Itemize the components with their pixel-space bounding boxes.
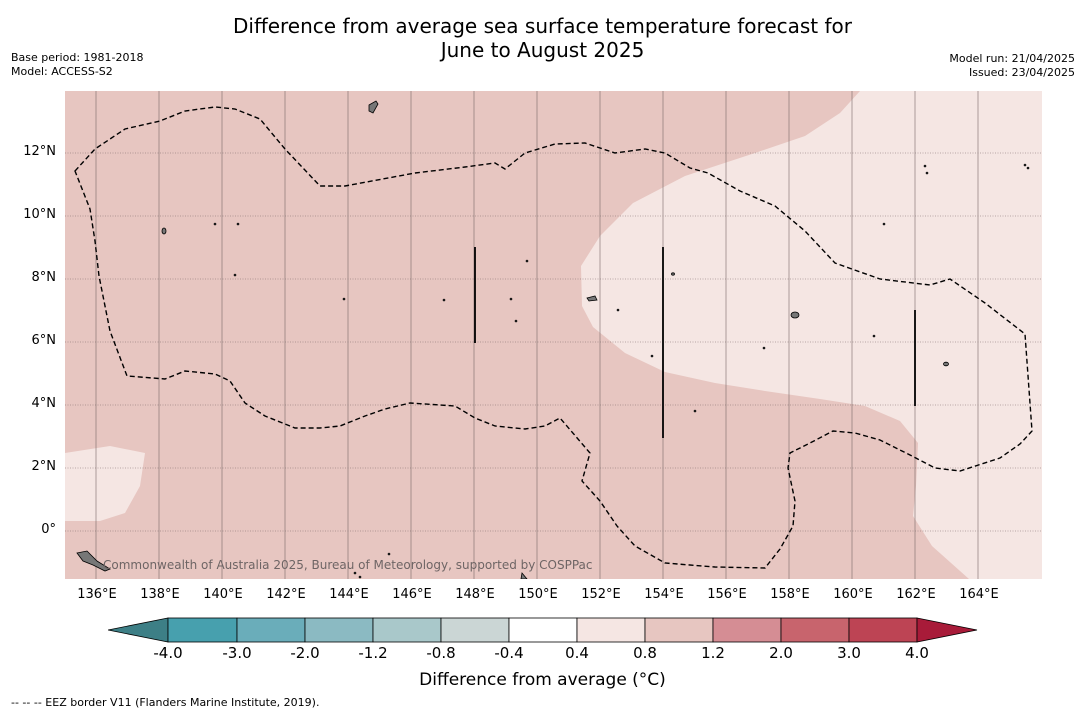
lat-label: 12°N — [23, 144, 56, 159]
colorbar-tick: -1.2 — [358, 644, 388, 662]
model-run: Model run: 21/04/2025 — [949, 52, 1075, 65]
lon-label: 154°E — [644, 587, 684, 602]
colorbar-tick: -0.4 — [494, 644, 524, 662]
title-line-2: June to August 2025 — [440, 38, 645, 62]
lon-label: 144°E — [329, 587, 369, 602]
lon-label: 162°E — [896, 587, 936, 602]
colorbar-tick: -0.8 — [426, 644, 456, 662]
title-line-1: Difference from average sea surface temp… — [232, 14, 852, 38]
longitude-gridlines — [95, 91, 979, 579]
base-info: Base period: 1981-2018 Model: ACCESS-S2 — [11, 51, 143, 79]
map-area — [65, 91, 1042, 579]
colorbar-tick: 0.4 — [565, 644, 589, 662]
anomaly-field-lighter — [581, 91, 1042, 579]
run-info: Model run: 21/04/2025 Issued: 23/04/2025 — [949, 52, 1075, 80]
lon-label: 156°E — [707, 587, 747, 602]
colorbar-tick: -4.0 — [153, 644, 183, 662]
colorbar — [108, 617, 978, 643]
lon-label: 148°E — [455, 587, 495, 602]
lat-label: 6°N — [31, 333, 57, 348]
lon-label: 142°E — [266, 587, 306, 602]
lat-label: 4°N — [31, 396, 57, 411]
colorbar-segment — [644, 617, 714, 643]
colorbar-tick: 1.2 — [701, 644, 725, 662]
lon-label: 140°E — [203, 587, 243, 602]
anomaly-field-lighter-sw — [65, 446, 145, 521]
copyright-text: Commonwealth of Australia 2025, Bureau o… — [103, 558, 593, 572]
lon-label: 146°E — [392, 587, 432, 602]
colorbar-tick: 0.8 — [633, 644, 657, 662]
eez-border — [74, 106, 1033, 569]
lon-label: 152°E — [581, 587, 621, 602]
lat-label: 2°N — [31, 459, 57, 474]
lon-label: 164°E — [959, 587, 999, 602]
colorbar-tick: 4.0 — [905, 644, 929, 662]
colorbar-segment — [848, 617, 918, 643]
lat-label: 0° — [41, 522, 56, 537]
colorbar-segment — [780, 617, 850, 643]
colorbar-segment — [236, 617, 306, 643]
colorbar-segment — [576, 617, 646, 643]
colorbar-segment — [372, 617, 442, 643]
issued-date: Issued: 23/04/2025 — [968, 66, 1075, 79]
map-title: Difference from average sea surface temp… — [0, 14, 1085, 62]
colorbar-segment — [712, 617, 782, 643]
colorbar-extend-high — [916, 617, 978, 643]
colorbar-segment — [440, 617, 510, 643]
colorbar-tick: 3.0 — [837, 644, 861, 662]
base-period: Base period: 1981-2018 — [11, 51, 144, 64]
colorbar-extend-low — [108, 617, 169, 643]
colorbar-segment — [304, 617, 374, 643]
lat-label: 8°N — [31, 270, 57, 285]
map-svg — [65, 91, 1042, 579]
eez-segments — [474, 247, 916, 438]
lon-label: 150°E — [518, 587, 558, 602]
colorbar-tick: -2.0 — [290, 644, 320, 662]
colorbar-segment — [508, 617, 578, 643]
lon-label: 136°E — [77, 587, 117, 602]
lon-label: 158°E — [770, 587, 810, 602]
colorbar-segment — [167, 617, 238, 643]
eez-footnote: -- -- -- EEZ border V11 (Flanders Marine… — [11, 696, 320, 709]
lon-label: 138°E — [140, 587, 180, 602]
lon-label: 160°E — [833, 587, 873, 602]
colorbar-tick: 2.0 — [769, 644, 793, 662]
colorbar-label: Difference from average (°C) — [419, 670, 666, 690]
colorbar-tick: -3.0 — [222, 644, 252, 662]
lat-label: 10°N — [23, 207, 56, 222]
islands — [76, 100, 1030, 579]
model-name: Model: ACCESS-S2 — [11, 65, 113, 78]
latitude-gridlines — [65, 152, 1042, 532]
